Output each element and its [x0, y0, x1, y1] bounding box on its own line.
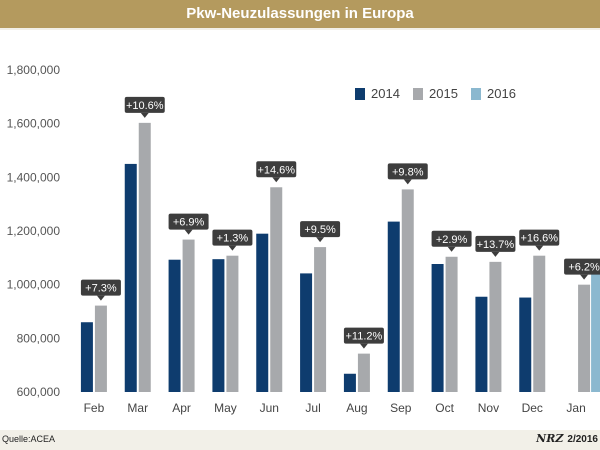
brand: NRZ 2/2016	[536, 432, 598, 445]
annotation-label: +16.6%	[520, 233, 558, 245]
annotation-label: +11.2%	[346, 331, 383, 343]
bar-2015-Jul	[314, 247, 327, 392]
legend-swatch-2015	[413, 88, 423, 100]
bar-2014-Jul	[300, 273, 313, 392]
annotation-pointer	[535, 245, 544, 251]
legend-label-2015: 2015	[429, 86, 458, 101]
bar-2014-Feb	[80, 322, 93, 392]
y-tick-label: 800,000	[17, 331, 61, 345]
annotation-pointer	[140, 112, 149, 118]
annotation-box	[256, 161, 297, 178]
bar-2014-Jun	[256, 233, 269, 392]
x-tick-label: Oct	[435, 401, 454, 415]
nrz-logo: NRZ	[536, 432, 564, 445]
annotation-box	[431, 230, 472, 247]
chart-panel: 600,000 800,000 1,000,000 1,200,000 1,400,00…	[0, 30, 600, 430]
annotation-box	[519, 229, 560, 246]
bar-2015-Oct	[445, 256, 458, 392]
annotation-label: +14.6%	[257, 164, 295, 176]
annotation-pointer	[447, 246, 456, 252]
x-tick-label: Feb	[84, 401, 105, 415]
bar-2015-Dec	[533, 255, 546, 392]
x-tick-label: Jun	[260, 401, 279, 415]
annotation-label: +7.3%	[85, 283, 117, 295]
x-tick-label: Apr	[172, 401, 191, 415]
bar-2015-May	[226, 255, 239, 392]
bar-2014-Apr	[168, 259, 181, 392]
x-tick-label: Aug	[346, 401, 367, 415]
x-tick-label: Nov	[478, 401, 499, 415]
bar-2015-Jan	[578, 284, 591, 392]
annotation-label: +6.9%	[173, 217, 205, 229]
bar-2014-Mar	[124, 163, 137, 392]
x-tick-label: May	[214, 401, 237, 415]
annotation-pointer	[96, 295, 105, 301]
annotation-box	[212, 229, 253, 246]
annotation-label: +9.8%	[392, 166, 424, 178]
bar-2015-Feb	[94, 305, 107, 392]
annotation-box	[387, 163, 428, 180]
annotation-pointer	[403, 179, 412, 185]
annotation-pointer	[491, 251, 500, 257]
annotation-pointer	[228, 245, 237, 251]
legend-swatch-2016	[471, 88, 481, 100]
y-tick-label: 1,400,000	[7, 170, 61, 184]
publication-date: 2/2016	[567, 434, 598, 445]
y-tick-label: 1,200,000	[7, 224, 61, 238]
bar-2014-Nov	[475, 296, 488, 392]
y-tick-label: 600,000	[17, 385, 61, 399]
bar-2014-May	[212, 259, 225, 392]
bar-2014-Aug	[343, 373, 356, 392]
bar-chart: 600,000 800,000 1,000,000 1,200,000 1,400,00…	[7, 63, 600, 415]
annotation-pointer	[316, 237, 325, 243]
annotation-box	[124, 96, 165, 113]
bar-2015-Apr	[182, 239, 195, 392]
annotation-label: +2.9%	[436, 234, 468, 246]
bar-2015-Sep	[401, 189, 414, 392]
x-tick-label: Mar	[127, 401, 148, 415]
annotation-label: +9.5%	[304, 224, 336, 236]
bar-2015-Nov	[489, 261, 502, 392]
bar-2015-Jun	[270, 187, 283, 392]
y-tick-label: 1,000,000	[7, 278, 61, 292]
annotation-label: +10.6%	[126, 100, 164, 112]
legend-label-2014: 2014	[371, 86, 400, 101]
x-tick-label: Dec	[522, 401, 543, 415]
annotation-box	[300, 221, 341, 238]
annotation-pointer	[272, 177, 281, 183]
annotation-box	[475, 235, 516, 252]
bar-2014-Sep	[387, 221, 400, 392]
bar-2014-Dec	[519, 297, 532, 392]
legend-label-2016: 2016	[487, 86, 516, 101]
annotation-box	[564, 258, 600, 275]
x-tick-label: Jan	[566, 401, 585, 415]
chart-title: Pkw-Neuzulassungen in Europa	[0, 0, 600, 28]
y-tick-label: 1,800,000	[7, 63, 61, 77]
annotation-box	[168, 213, 209, 230]
annotation-box	[80, 279, 121, 296]
x-tick-label: Sep	[390, 401, 412, 415]
bar-2014-Oct	[431, 264, 444, 392]
annotation-label: +6.2%	[568, 262, 600, 274]
y-tick-label: 1,600,000	[7, 117, 61, 131]
annotation-box	[343, 327, 384, 344]
source-label: Quelle:ACEA	[2, 434, 56, 444]
annotation-label: +13.7%	[477, 239, 515, 251]
annotation-pointer	[359, 343, 368, 349]
x-tick-label: Jul	[305, 401, 320, 415]
bar-2015-Aug	[357, 353, 370, 392]
annotation-pointer	[580, 274, 589, 280]
legend-swatch-2014	[355, 88, 365, 100]
annotation-label: +1.3%	[217, 233, 249, 245]
bar-2016-Jan	[591, 268, 600, 392]
footer: Quelle:ACEA NRZ 2/2016	[0, 430, 600, 450]
bar-2015-Mar	[138, 122, 151, 392]
annotation-pointer	[184, 229, 193, 235]
